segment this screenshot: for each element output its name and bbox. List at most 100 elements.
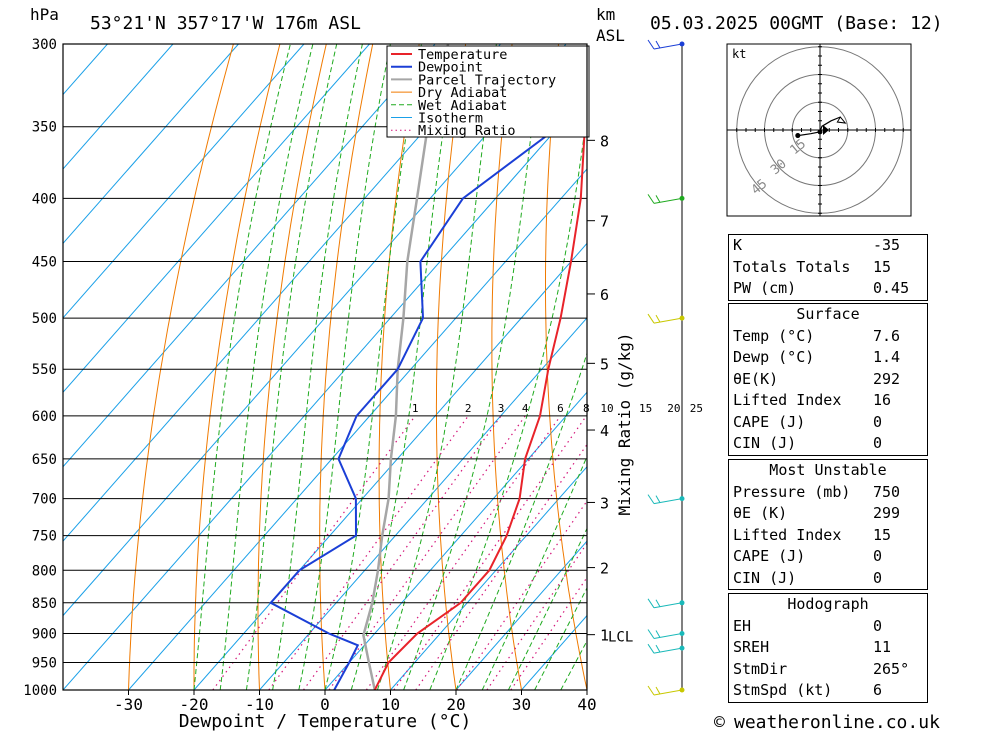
pressure-tick-label: 950 xyxy=(32,655,57,671)
indices-general-box: K -35 Totals Totals 15 PW (cm) 0.45 xyxy=(728,234,928,301)
series-parcel-trajectory-line xyxy=(362,44,450,690)
wind-barb-shaft xyxy=(653,197,683,204)
wind-barb-feather xyxy=(655,686,661,695)
height-tick-label: 7 xyxy=(600,213,609,231)
index-value: 0 xyxy=(873,616,883,635)
wind-barb-shaft xyxy=(653,602,683,609)
index-label: CAPE (J) xyxy=(733,547,806,565)
wind-barb-feather xyxy=(655,40,661,49)
hodograph-unit: kt xyxy=(732,47,746,61)
x-axis-label: Dewpoint / Temperature (°C) xyxy=(179,711,472,732)
hodograph-point xyxy=(795,133,801,139)
wind-barb-feather xyxy=(647,194,655,204)
index-row: SREH 11 xyxy=(729,637,927,659)
mixing-ratio-line xyxy=(268,415,469,690)
mixing-ratio-tick-label: 25 xyxy=(690,402,703,415)
mixing-ratio-tick-label: 8 xyxy=(583,402,590,415)
wind-barb-shaft xyxy=(653,498,683,505)
index-label: PW (cm) xyxy=(733,279,797,297)
dry-adiabat-line xyxy=(491,44,522,690)
mixing-ratio-line xyxy=(302,415,502,690)
series-dewpoint-line xyxy=(269,115,587,690)
temperature-tick-label: 30 xyxy=(512,695,531,714)
wind-barb-shaft xyxy=(653,43,683,50)
height-tick-label: 8 xyxy=(600,132,609,150)
lcl-label: LCL xyxy=(608,629,633,645)
wet-adiabat-line xyxy=(219,44,314,690)
mixing-ratio-tick-label: 1 xyxy=(412,402,419,415)
index-row: EH 0 xyxy=(729,616,927,638)
index-row: Temp (°C) 7.6 xyxy=(729,326,927,348)
index-label: θE(K) xyxy=(733,369,779,388)
wet-adiabat-line xyxy=(272,44,363,690)
plot-frame xyxy=(62,43,588,691)
legend-entry-label: Temperature xyxy=(418,47,507,63)
pressure-tick-label: 450 xyxy=(32,255,57,271)
dry-adiabat-line xyxy=(545,44,587,690)
index-row: StmSpd (kt) 6 xyxy=(729,680,927,702)
legend-box xyxy=(386,45,590,138)
pressure-tick-label: 550 xyxy=(32,362,57,378)
mixing-ratio-line xyxy=(415,443,587,690)
index-value: 750 xyxy=(873,482,901,501)
wind-barb-feather xyxy=(647,598,655,609)
mixing-ratio-line xyxy=(365,415,561,690)
datetime-title: 05.03.2025 00GMT (Base: 12) xyxy=(650,13,943,34)
mixing-ratio-tick-label: 4 xyxy=(522,402,529,415)
wet-adiabat-line xyxy=(193,44,291,690)
index-value: 265° xyxy=(873,659,910,678)
index-row: θE(K) 292 xyxy=(729,369,927,391)
wind-barb-feather xyxy=(647,313,655,324)
height-tick-label: 3 xyxy=(600,494,609,512)
mixing-ratio-line xyxy=(393,415,587,690)
indices-most-unstable-box: Most Unstable Pressure (mb) 750 θE (K) 299… xyxy=(728,459,928,590)
index-label: Pressure (mb) xyxy=(733,482,851,501)
wet-adiabat-line xyxy=(429,110,587,690)
index-label: SREH xyxy=(733,638,770,656)
index-value: 1.4 xyxy=(873,348,901,366)
dry-adiabat-line xyxy=(648,44,718,690)
temperature-tick-label: 10 xyxy=(381,695,400,714)
height-tick-label: 5 xyxy=(600,355,609,373)
dry-adiabat-line xyxy=(435,44,467,690)
pressure-tick-label: 400 xyxy=(32,191,57,207)
isotherm-line xyxy=(128,168,587,690)
most-unstable-title: Most Unstable xyxy=(769,461,887,479)
surface-title: Surface xyxy=(796,305,860,323)
pressure-tick-label: 850 xyxy=(32,596,57,612)
legend-entry-label: Wet Adiabat xyxy=(418,98,507,114)
temperature-tick-label: -10 xyxy=(245,695,274,714)
km-unit-label: km xyxy=(596,5,615,24)
index-row: CAPE (J) 0 xyxy=(729,546,927,568)
wind-barb-feather xyxy=(647,494,655,504)
index-label: Totals Totals xyxy=(733,257,851,276)
isotherm-line xyxy=(259,317,587,690)
index-value: 299 xyxy=(873,504,901,522)
mixing-ratio-tick-label: 3 xyxy=(498,402,505,415)
index-row: Lifted Index 15 xyxy=(729,525,927,547)
index-label: CIN (J) xyxy=(733,434,797,452)
wind-barb-shaft xyxy=(653,317,683,324)
wind-barb-feather xyxy=(655,495,661,503)
index-label: Lifted Index xyxy=(733,391,842,409)
pressure-tick-label: 500 xyxy=(32,311,57,327)
index-label: Temp (°C) xyxy=(733,326,815,345)
temperature-tick-label: 0 xyxy=(320,695,330,714)
height-tick-label: 2 xyxy=(600,560,609,578)
index-label: CIN (J) xyxy=(733,568,797,587)
pressure-tick-label: 350 xyxy=(32,120,57,136)
hodograph-point xyxy=(817,129,823,135)
pressure-tick-label: 1000 xyxy=(23,683,57,699)
temperature-tick-label: -30 xyxy=(114,695,143,714)
wind-barb-feather xyxy=(655,314,661,323)
isotherm-line xyxy=(324,391,587,690)
mixing-ratio-line xyxy=(328,415,526,690)
wind-barb-shaft xyxy=(653,647,683,654)
indices-hodograph-box: Hodograph EH 0 SREH 11 StmDir 265° StmSpd (… xyxy=(728,593,928,703)
dry-adiabat-line xyxy=(930,44,1000,690)
legend-entry-label: Mixing Ratio xyxy=(418,123,516,139)
index-value: -35 xyxy=(873,236,901,254)
index-value: 0 xyxy=(873,434,883,452)
